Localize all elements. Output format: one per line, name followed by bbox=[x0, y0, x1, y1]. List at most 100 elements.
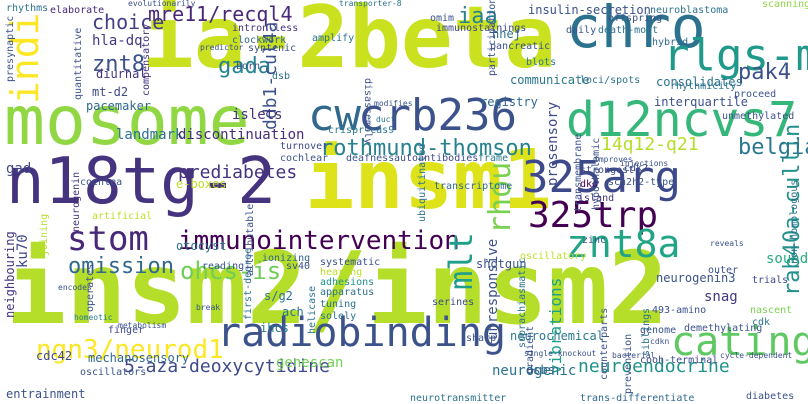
word-vertical: mlt bbox=[442, 232, 480, 290]
word-small: oscillators bbox=[80, 367, 147, 378]
word-small: neuroendocrine bbox=[578, 356, 730, 377]
word-small: neuroblastoma bbox=[650, 5, 729, 16]
word-medium: 325arg bbox=[522, 152, 681, 203]
word-small: strongest bbox=[580, 165, 635, 176]
word-small: cdk bbox=[752, 317, 771, 328]
word-vertical: compensatory bbox=[141, 23, 152, 96]
word-small: proceed bbox=[734, 89, 777, 100]
word-small: genome bbox=[640, 325, 677, 336]
word-vertical: non-homologous bbox=[789, 179, 800, 264]
word-small: reveals bbox=[710, 239, 744, 248]
word-small: hla-dq bbox=[92, 33, 143, 49]
word-small: mre11/recql4 bbox=[148, 2, 293, 26]
word-small: unmethylated bbox=[722, 111, 795, 122]
word-small: hybrid bbox=[652, 37, 689, 48]
word-large: ia-2beta bbox=[142, 0, 557, 88]
word-small: gada bbox=[218, 54, 271, 79]
word-small: discontinuation bbox=[178, 127, 305, 143]
word-small: mechanosensory bbox=[88, 351, 190, 365]
word-small: clockwork bbox=[232, 35, 287, 46]
word-small: cdc42 bbox=[36, 349, 73, 363]
word-medium: d12ncvs7 bbox=[566, 92, 798, 148]
word-small: e-boxes bbox=[176, 177, 227, 191]
word-small: outer bbox=[708, 265, 739, 276]
word-small: dko bbox=[580, 179, 599, 190]
word-small: artificial bbox=[92, 211, 153, 222]
word-small: 493-amino bbox=[652, 305, 707, 316]
word-small: nascent bbox=[750, 305, 793, 316]
word-small: autoantibodies bbox=[394, 153, 479, 164]
word-medium: chro bbox=[566, 0, 706, 61]
word-small: deafness bbox=[346, 153, 395, 164]
word-small: finger bbox=[108, 325, 145, 336]
word-small: 14q12-q21 bbox=[601, 134, 699, 155]
word-vertical: gradient bbox=[525, 325, 536, 374]
word-vertical: joining bbox=[39, 213, 50, 256]
word-vertical: attributable bbox=[245, 203, 256, 276]
word-small: bacterial bbox=[612, 351, 656, 360]
word-small: neurochemical bbox=[510, 329, 604, 343]
word-small: nhej bbox=[492, 27, 521, 41]
word-small: cdk2 bbox=[624, 163, 649, 174]
word-small: neurotransmitter bbox=[410, 393, 507, 404]
word-vertical: neighbouring bbox=[3, 231, 17, 318]
word-vertical: prevention bbox=[623, 333, 634, 394]
word-small: zinc bbox=[582, 235, 607, 246]
word-vertical: counterparts bbox=[599, 307, 610, 380]
word-small: mt-d2 bbox=[92, 85, 129, 99]
word-small: rhythms bbox=[6, 3, 49, 14]
word-small: hearing bbox=[320, 267, 363, 278]
word-small: apparatus bbox=[320, 287, 375, 298]
word-small: omim bbox=[430, 13, 455, 24]
word-small: ionizing bbox=[262, 253, 311, 264]
word-small: insulin-secretion bbox=[528, 3, 651, 17]
word-small: gad bbox=[6, 161, 32, 177]
word-small: scn2h2-type bbox=[608, 177, 675, 188]
word-small: sv40 bbox=[286, 261, 311, 272]
word-small: sharp bbox=[466, 333, 497, 344]
word-vertical: ku70 bbox=[15, 234, 31, 268]
word-small: iaa bbox=[458, 4, 498, 29]
word-small: scanning bbox=[762, 0, 808, 10]
word-small: break bbox=[196, 303, 221, 312]
word-small: tuning bbox=[320, 299, 357, 310]
word-small: communicate bbox=[510, 73, 590, 87]
word-small: rhythmicity bbox=[670, 81, 737, 92]
word-medium: immunointervention bbox=[178, 226, 460, 256]
word-small: turnover bbox=[280, 141, 329, 152]
word-small: pak4 bbox=[738, 60, 791, 85]
word-small: shotgun bbox=[476, 257, 527, 271]
word-small: consolidates bbox=[656, 75, 743, 89]
word-large: mosome bbox=[4, 82, 250, 161]
word-small: registry bbox=[480, 95, 538, 109]
word-small: pacemaker bbox=[86, 99, 152, 113]
word-vertical: operates bbox=[85, 263, 96, 312]
word-small: trans-differentiate bbox=[580, 393, 695, 404]
word-large: insm2/insm2 bbox=[6, 230, 669, 347]
word-vertical: presynaptic bbox=[5, 15, 16, 82]
word-small: amplify bbox=[312, 33, 355, 44]
word-small: metabolism bbox=[118, 321, 167, 330]
word-vertical: vibrations bbox=[546, 277, 565, 374]
word-small: systematic bbox=[320, 257, 381, 268]
word-vertical: helicase bbox=[307, 285, 318, 334]
word-small: interquartile bbox=[654, 95, 748, 109]
word-medium: ngn3/neurod1 bbox=[36, 335, 224, 365]
word-medium: stom bbox=[67, 219, 149, 259]
word-small: sound bbox=[766, 251, 808, 267]
word-small: neurogenic bbox=[492, 363, 577, 379]
word-small: diabetes bbox=[746, 391, 795, 402]
word-small: frame bbox=[478, 153, 509, 164]
word-large: insm1 bbox=[305, 133, 552, 228]
word-small: cdkn bbox=[650, 337, 670, 346]
word-small: genescan bbox=[276, 355, 344, 371]
word-medium: omission bbox=[68, 254, 174, 279]
word-small: syntenic bbox=[248, 43, 297, 54]
word-small: serines bbox=[432, 297, 475, 308]
word-small: born bbox=[236, 61, 261, 72]
word-vertical: ubiquitinated bbox=[417, 143, 428, 222]
word-small: islets bbox=[232, 107, 283, 123]
word-small: pancreatic bbox=[490, 41, 551, 52]
word-small: ihcs bbox=[260, 321, 289, 335]
